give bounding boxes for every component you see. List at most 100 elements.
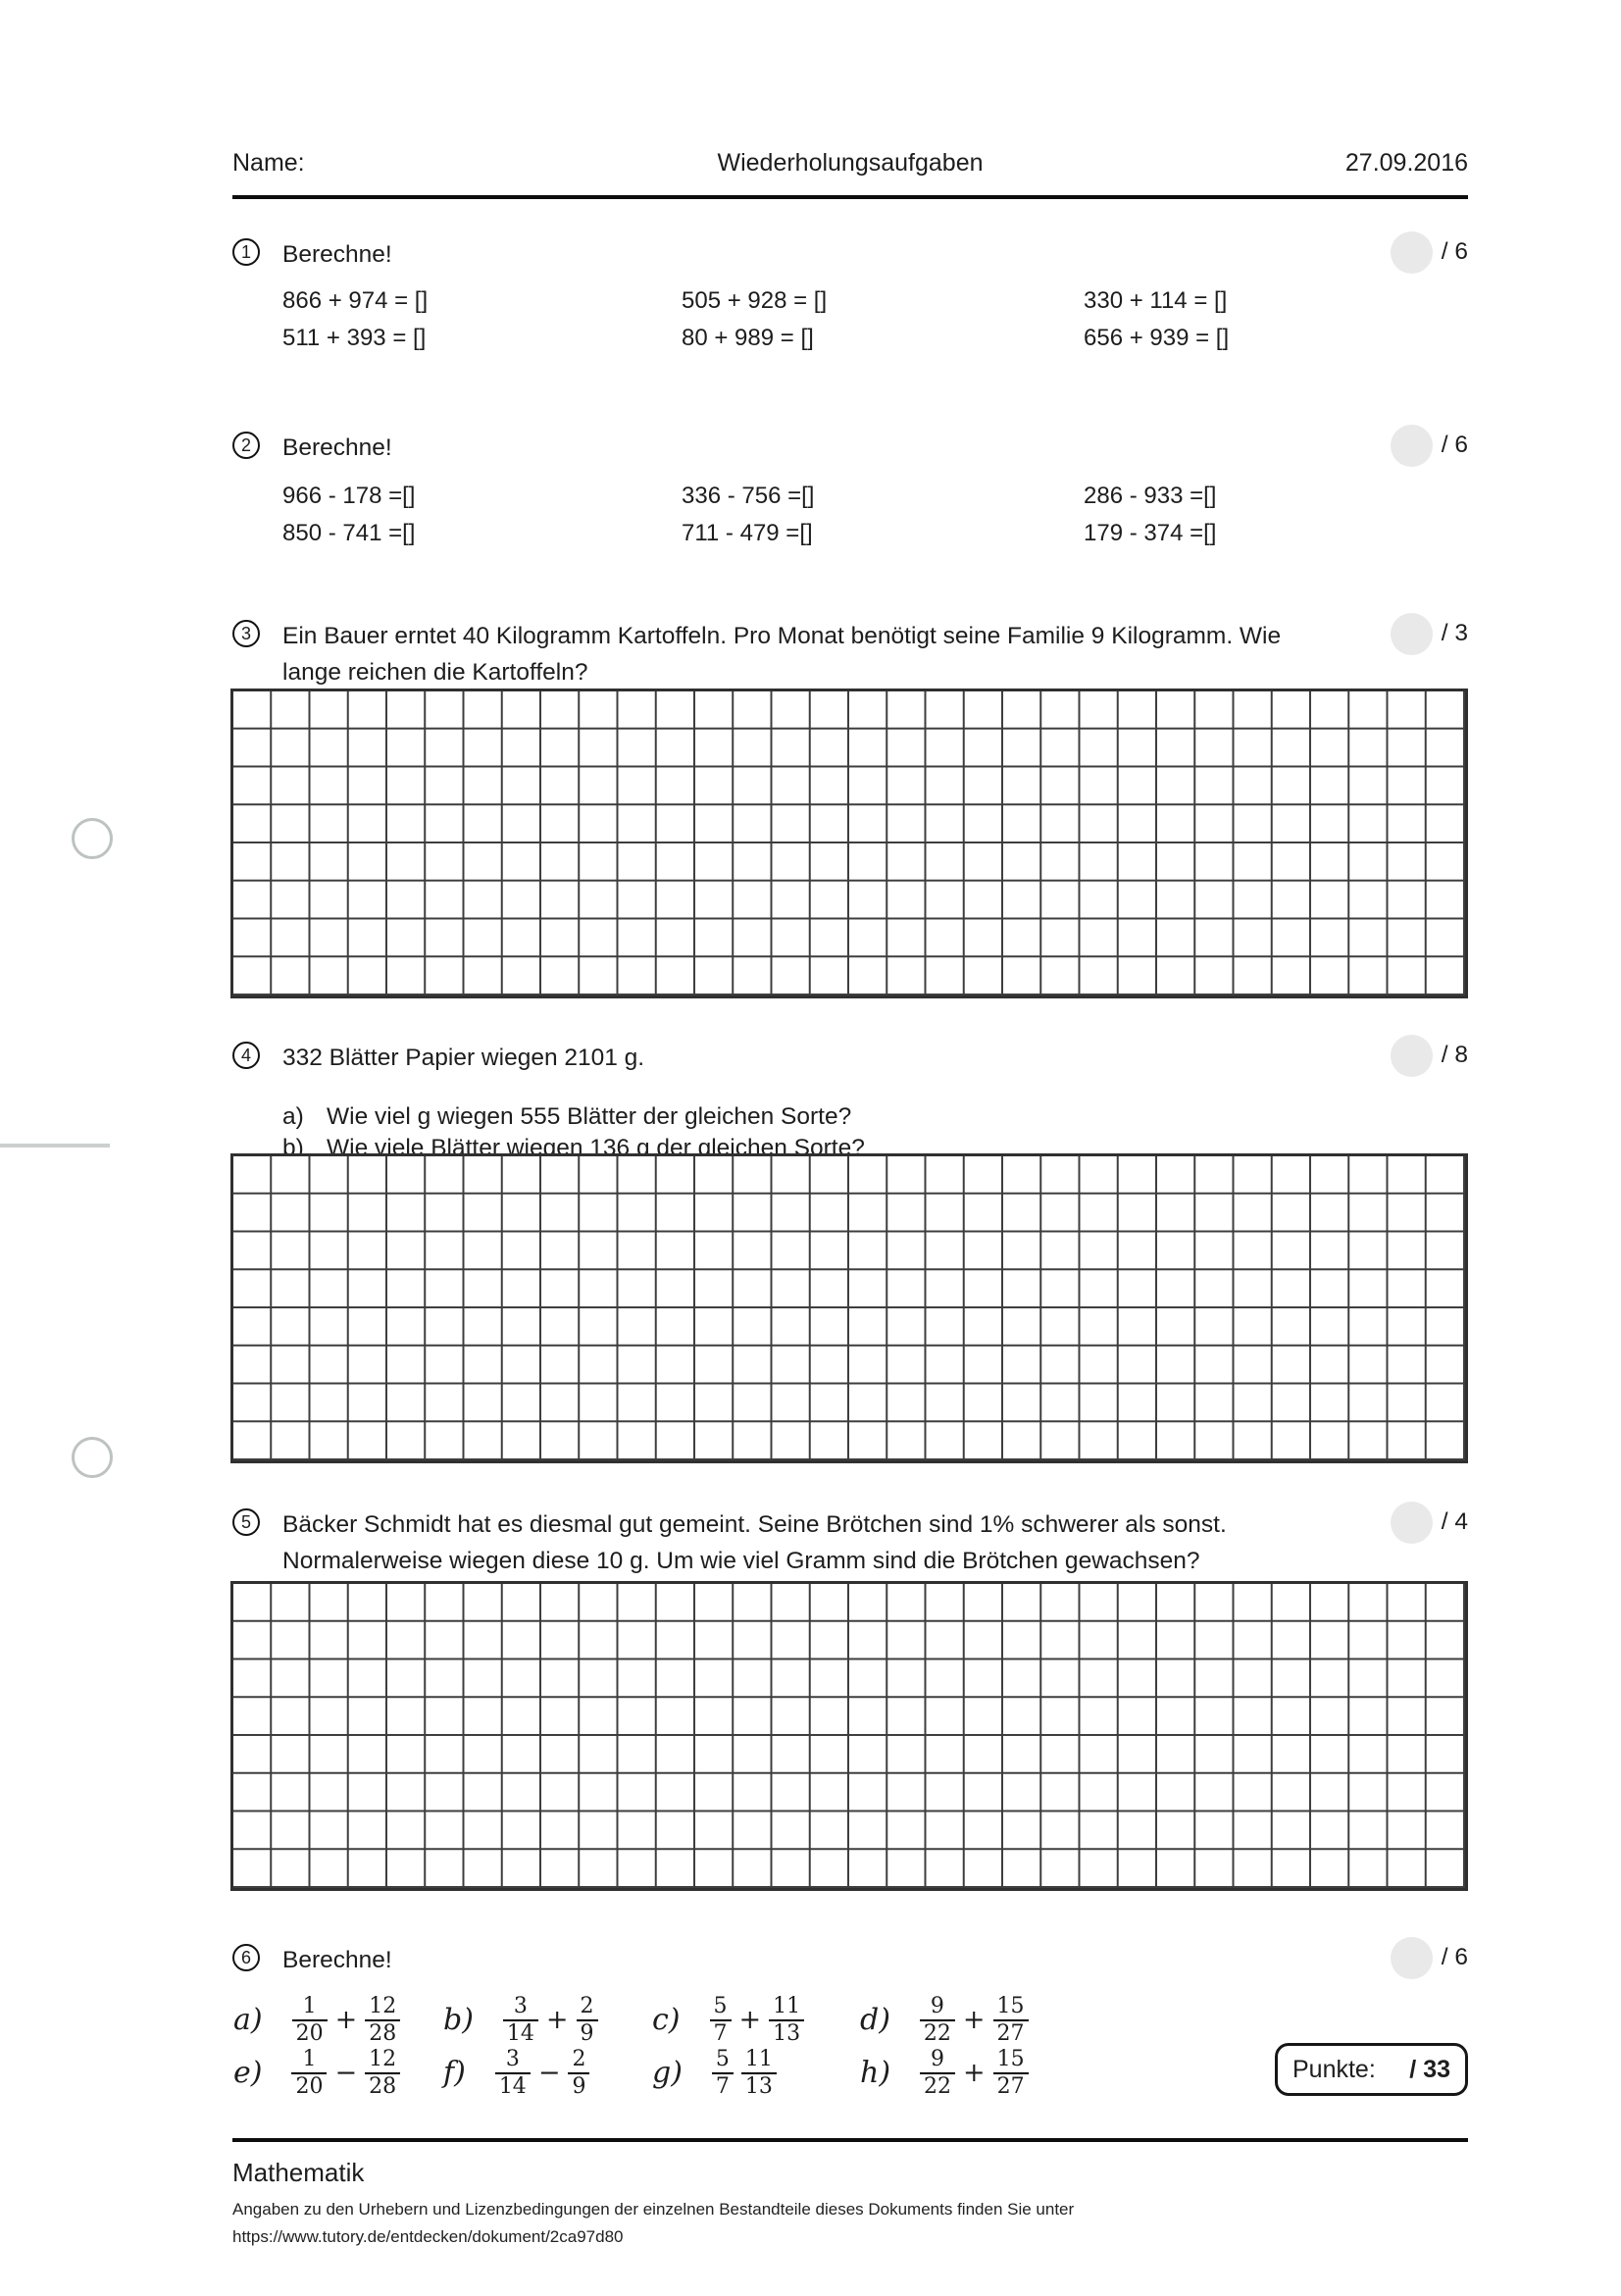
fraction-item-a: a) 1 20 + 12 28 <box>233 1991 401 2048</box>
task-1-problem-row: 511 + 393 = [] 80 + 989 = [] 656 + 939 =… <box>232 325 1468 362</box>
task-3-points-label: / 3 <box>1441 620 1468 646</box>
task-3-number: 3 <box>240 624 251 643</box>
task-4-header: 4 332 Blätter Papier wiegen 2101 g. / 8 <box>232 1034 1468 1077</box>
fraction-label: f) <box>443 2055 466 2090</box>
page-title: Wiederholungsaufgaben <box>717 149 984 177</box>
fraction-expression: 9 22 + 15 27 <box>920 2047 1029 2099</box>
fraction-item-h: h) 9 22 + 15 27 <box>860 2044 1029 2101</box>
task-2-number: 2 <box>240 435 251 455</box>
task-2-points: / 6 <box>1390 424 1468 467</box>
task-1-number: 1 <box>240 242 251 262</box>
problem: 656 + 939 = [] <box>1084 325 1230 351</box>
task-3-text-line: Ein Bauer erntet 40 Kilogramm Kartoffeln… <box>282 623 1282 649</box>
total-score-box: Punkte: / 33 <box>1275 2043 1468 2096</box>
fraction-label: h) <box>860 2055 891 2090</box>
punch-hole-top-icon <box>72 818 113 859</box>
score-circle-icon <box>1390 424 1433 467</box>
task-6-points-label: / 6 <box>1441 1944 1468 1970</box>
fraction-label: a) <box>233 2002 263 2037</box>
fraction-item-d: d) 9 22 + 15 27 <box>860 1991 1029 2048</box>
operator: + <box>738 2004 762 2035</box>
task-2-problem-row: 966 - 178 =[] 336 - 756 =[] 286 - 933 =[… <box>232 483 1468 520</box>
task-3-number-circle: 3 <box>232 620 260 647</box>
task-6-number-circle: 6 <box>232 1944 260 1971</box>
score-circle-icon <box>1390 1034 1433 1077</box>
operator: + <box>334 2004 358 2035</box>
punch-hole-bottom-icon <box>72 1437 113 1478</box>
score-circle-icon <box>1390 612 1433 655</box>
task-4-points: / 8 <box>1390 1034 1468 1077</box>
task-2-header: 2 Berechne! / 6 <box>232 424 1468 467</box>
footer-rule <box>232 2138 1468 2142</box>
problem: 966 - 178 =[] <box>282 483 416 509</box>
problem: 330 + 114 = [] <box>1084 287 1228 314</box>
task-5-points: / 4 <box>1390 1501 1468 1544</box>
fraction-label: c) <box>652 2002 681 2037</box>
license-line: Angaben zu den Urhebern und Lizenzbeding… <box>232 2200 1075 2219</box>
fraction-label: b) <box>443 2002 474 2037</box>
operator: + <box>962 2004 986 2035</box>
date: 27.09.2016 <box>1344 149 1469 177</box>
fraction-label: d) <box>860 2002 890 2037</box>
task-5-number-circle: 5 <box>232 1508 260 1536</box>
task-6-number: 6 <box>240 1948 251 1967</box>
task-3-header: 3 Ein Bauer erntet 40 Kilogramm Kartoffe… <box>232 612 1468 690</box>
task-4-text: 332 Blätter Papier wiegen 2101 g. <box>282 1045 645 1071</box>
problem: 711 - 479 =[] <box>682 520 813 546</box>
task-4-number: 4 <box>240 1046 251 1065</box>
task-4-points-label: / 8 <box>1441 1042 1468 1068</box>
task-1-title: Berechne! <box>282 241 392 268</box>
task-5-text-line: Normalerweise wiegen diese 10 g. Um wie … <box>282 1548 1200 1574</box>
score-circle-icon <box>1390 1501 1433 1544</box>
task-3-answer-grid[interactable] <box>230 689 1468 998</box>
problem: 286 - 933 =[] <box>1084 483 1217 509</box>
task-5-points-label: / 4 <box>1441 1508 1468 1535</box>
task-5-text-line: Bäcker Schmidt hat es diesmal gut gemein… <box>282 1511 1227 1538</box>
subitem-text: Wie viel g wiegen 555 Blätter der gleich… <box>327 1103 852 1130</box>
name-label: Name: <box>232 149 305 177</box>
fraction-expression: 9 22 + 15 27 <box>919 1994 1029 2046</box>
problem: 505 + 928 = [] <box>682 287 828 314</box>
problem: 866 + 974 = [] <box>282 287 429 314</box>
task-5-answer-grid[interactable] <box>230 1581 1468 1891</box>
problem: 511 + 393 = [] <box>282 325 427 351</box>
problem: 179 - 374 =[] <box>1084 520 1217 546</box>
operator: − <box>334 2057 358 2088</box>
score-label: Punkte: <box>1292 2055 1376 2083</box>
score-circle-icon <box>1390 1936 1433 1979</box>
subitem-label: a) <box>282 1103 304 1130</box>
fraction-label: e) <box>233 2055 263 2090</box>
problem: 850 - 741 =[] <box>282 520 416 546</box>
license-link[interactable]: https://www.tutory.de/entdecken/dokument… <box>232 2227 624 2246</box>
header-rule <box>232 195 1468 199</box>
task-3-text-line: lange reichen die Kartoffeln? <box>282 659 588 686</box>
task-6-header: 6 Berechne! / 6 <box>232 1936 1468 1979</box>
task-2-problem-row: 850 - 741 =[] 711 - 479 =[] 179 - 374 =[… <box>232 520 1468 557</box>
operator: + <box>963 2057 986 2088</box>
score-value: / 33 <box>1409 2055 1450 2083</box>
header: Name: Wiederholungsaufgaben 27.09.2016 <box>232 149 1468 178</box>
task-5-header: 5 Bäcker Schmidt hat es diesmal gut geme… <box>232 1501 1468 1579</box>
task-1-points: / 6 <box>1390 230 1468 274</box>
problem: 336 - 756 =[] <box>682 483 815 509</box>
task-2-points-label: / 6 <box>1441 432 1468 458</box>
task-4-number-circle: 4 <box>232 1042 260 1069</box>
task-1-number-circle: 1 <box>232 238 260 266</box>
task-4-answer-grid[interactable] <box>230 1153 1468 1463</box>
task-6-title: Berechne! <box>282 1947 392 1973</box>
task-1-header: 1 Berechne! / 6 <box>232 230 1468 274</box>
fraction-item-e: e) 1 20 − 12 28 <box>233 2044 401 2101</box>
task-3-points: / 3 <box>1390 612 1468 655</box>
task-5-number: 5 <box>240 1512 251 1532</box>
operator: − <box>537 2057 561 2088</box>
fold-mark-icon <box>0 1144 110 1148</box>
task-6-points: / 6 <box>1390 1936 1468 1979</box>
